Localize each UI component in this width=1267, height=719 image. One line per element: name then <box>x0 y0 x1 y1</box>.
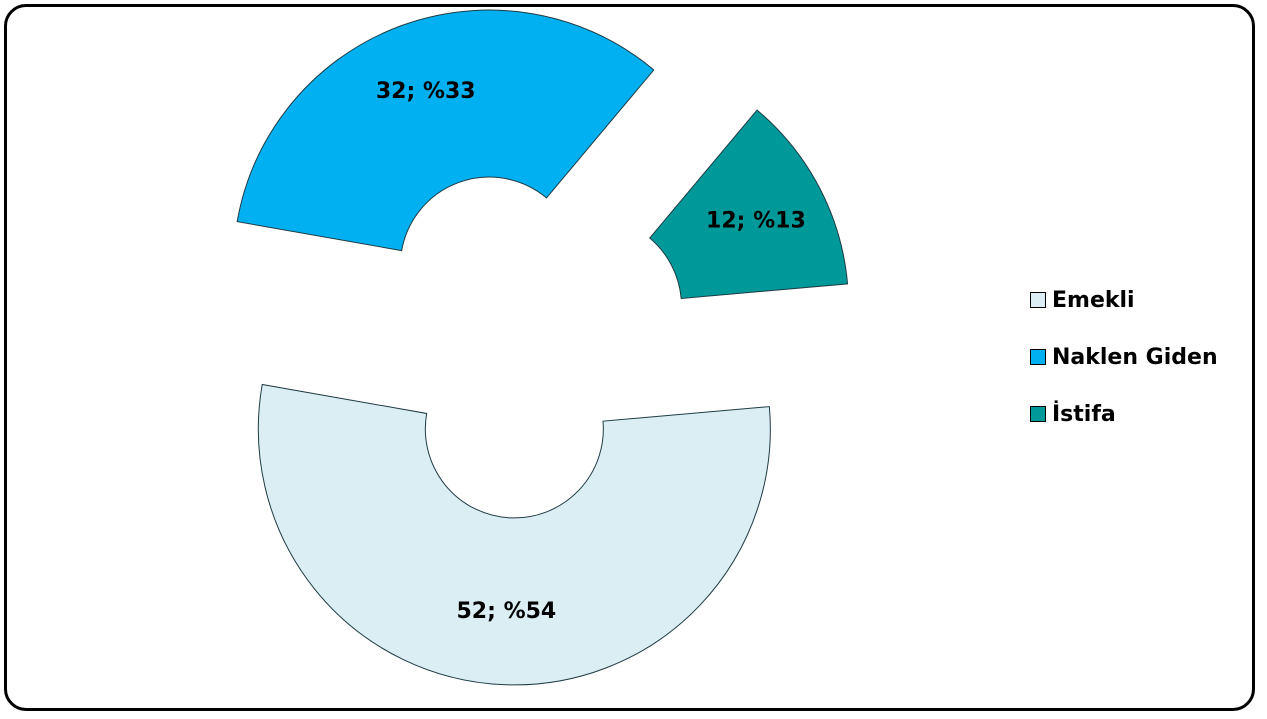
legend-item-istifa: İstifa <box>1030 399 1218 429</box>
legend-swatch-istifa <box>1030 406 1046 422</box>
legend-item-naklen-giden: Naklen Giden <box>1030 342 1218 372</box>
legend-swatch-naklen-giden <box>1030 349 1046 365</box>
legend-label-emekli: Emekli <box>1052 287 1135 313</box>
data-label-istifa: 12; %13 <box>706 209 806 234</box>
chart-legend: Emekli Naklen Giden İstifa <box>1030 285 1218 456</box>
legend-label-naklen-giden: Naklen Giden <box>1052 344 1218 370</box>
legend-label-istifa: İstifa <box>1052 401 1116 427</box>
slice-emekli <box>257 383 771 686</box>
slice-istifa <box>649 109 849 299</box>
legend-swatch-emekli <box>1030 292 1046 308</box>
slice-naklen-giden <box>236 9 655 252</box>
data-label-emekli: 52; %54 <box>457 599 557 624</box>
legend-item-emekli: Emekli <box>1030 285 1218 315</box>
data-label-naklen-giden: 32; %33 <box>376 79 476 104</box>
